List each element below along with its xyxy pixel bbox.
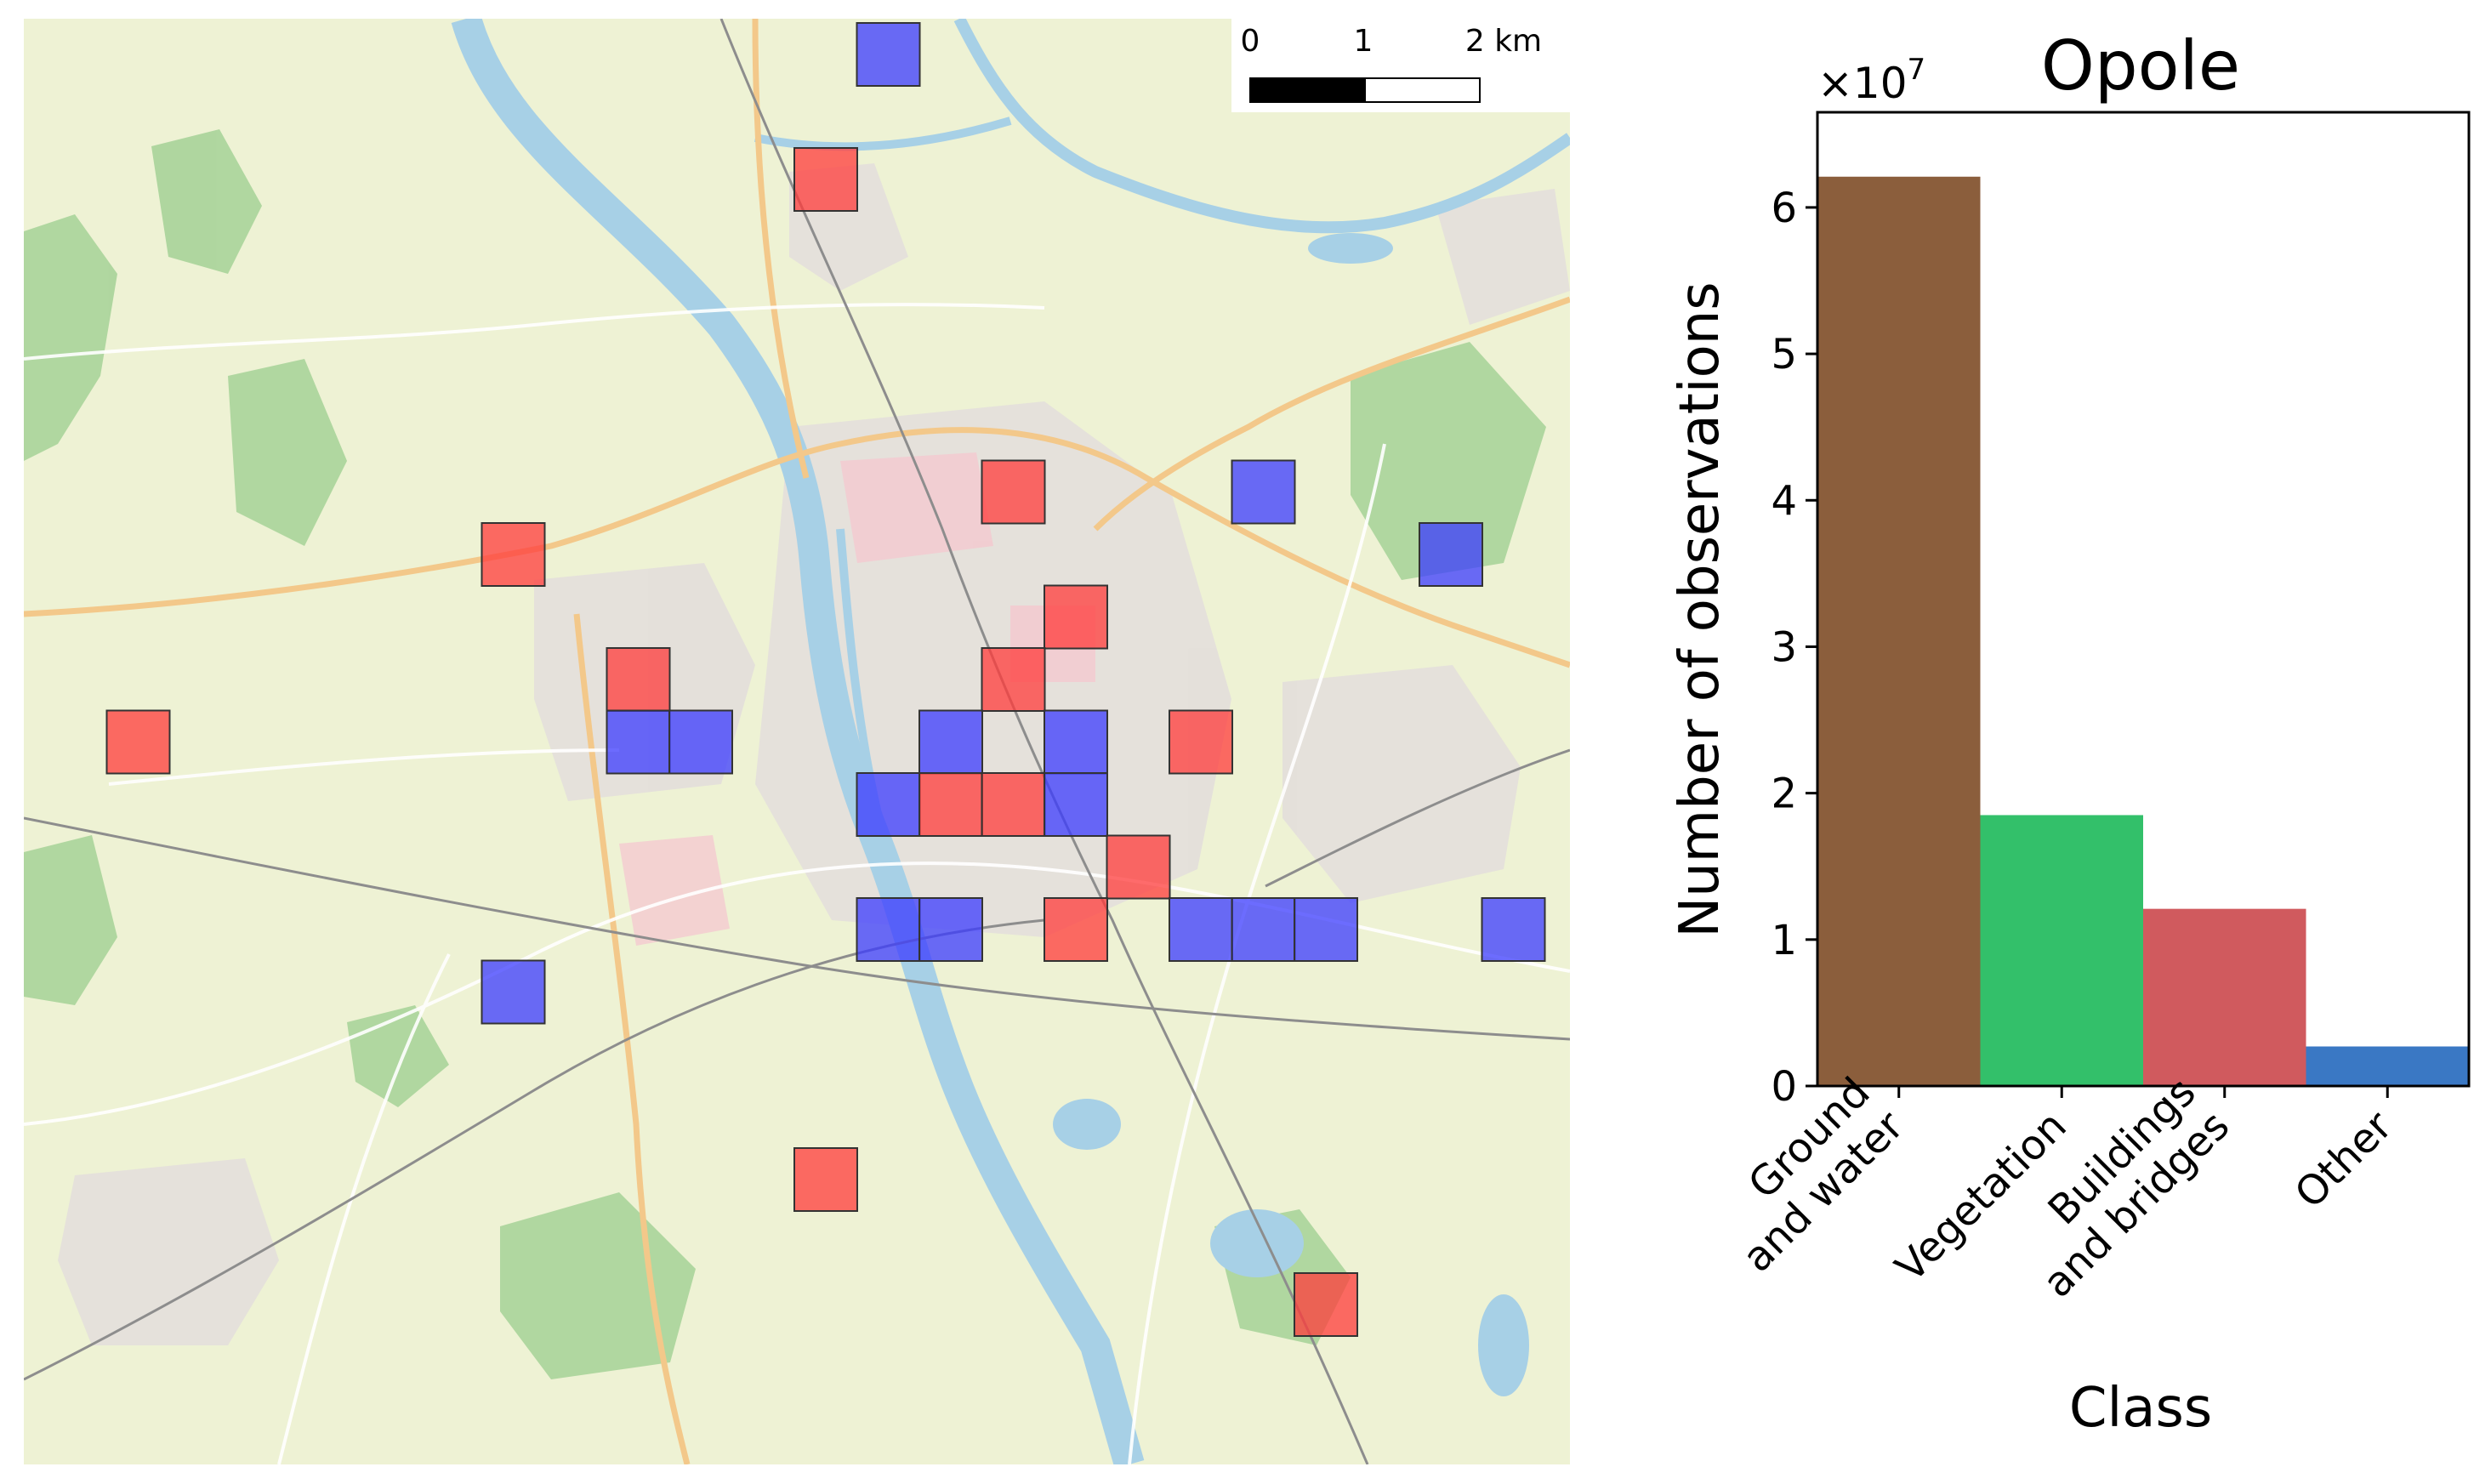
red-tile: [1294, 1272, 1358, 1337]
scale-label-1: 1: [1354, 24, 1373, 59]
red-tile: [918, 772, 983, 837]
scale-bar-black-segment: [1249, 77, 1366, 103]
y-tick-label: 2: [1771, 770, 1797, 818]
red-tile: [1106, 834, 1171, 900]
sample-tiles: [105, 22, 1546, 1337]
blue-tile: [606, 709, 671, 775]
red-tile: [481, 522, 546, 587]
lakes: [1053, 233, 1529, 1396]
red-tile: [981, 772, 1046, 837]
y-tick-label: 4: [1771, 477, 1797, 525]
bars: [1817, 176, 2469, 1086]
red-tile: [793, 1147, 858, 1212]
y-tick-label: 1: [1771, 917, 1797, 964]
blue-tile: [1231, 897, 1296, 962]
blue-tile: [1044, 709, 1108, 775]
red-tile: [606, 647, 671, 712]
y-offset-base: ×10: [1817, 59, 1908, 108]
y-offset-exponent: 7: [1908, 53, 1926, 87]
blue-tile: [856, 897, 921, 962]
blue-tile: [1231, 459, 1296, 525]
bar: [1817, 176, 1981, 1086]
plot-frame: [1816, 111, 2471, 1088]
major-roads: [24, 19, 1570, 1464]
blue-tile: [1481, 897, 1546, 962]
blue-tile: [668, 709, 733, 775]
blue-tile: [1169, 897, 1233, 962]
y-ticks: 0 1 2 3 4 5 6: [1771, 185, 1817, 1111]
map-panel: 0 1 2 km: [24, 19, 1570, 1464]
red-tile: [1044, 897, 1108, 962]
bar-chart: Opole ×107 Number of observations Class …: [1669, 26, 2471, 1440]
red-tile: [981, 459, 1046, 525]
scale-bar: 0 1 2 km: [1231, 19, 1570, 112]
y-tick-label: 3: [1771, 623, 1797, 671]
y-axis-label: Number of observations: [1669, 281, 1732, 937]
y-tick-label: 0: [1771, 1063, 1797, 1111]
chart-title: Opole: [2041, 26, 2240, 105]
x-tick-label: Buildingsand bridges: [2000, 1068, 2238, 1306]
y-tick-label: 5: [1771, 331, 1797, 378]
bar: [2143, 908, 2306, 1086]
red-tile: [1169, 709, 1233, 775]
bar: [1980, 815, 2143, 1086]
scale-label-2: 2 km: [1465, 24, 1542, 59]
x-tick-label: Other: [2286, 1102, 2402, 1218]
blue-tile: [918, 709, 983, 775]
blue-tile: [1044, 772, 1108, 837]
blue-tile: [856, 22, 921, 87]
x-axis-label: Class: [2069, 1377, 2212, 1440]
blue-tile: [856, 772, 921, 837]
red-tile: [793, 147, 858, 212]
blue-tile: [1294, 897, 1358, 962]
x-tick-label: Groundand water: [1700, 1068, 1914, 1282]
blue-tile: [481, 959, 546, 1025]
city-map: 0 1 2 km: [24, 19, 1570, 1464]
scale-label-0: 0: [1241, 24, 1260, 59]
red-tile: [1044, 584, 1108, 650]
red-tile: [105, 709, 171, 775]
chart-panel: Opole ×107 Number of observations Class …: [1616, 0, 2491, 1481]
blue-tile: [918, 897, 983, 962]
y-offset-label: ×107: [1817, 53, 1925, 108]
blue-tile: [1419, 522, 1483, 587]
scale-bar-white-segment: [1364, 77, 1481, 103]
red-tile: [981, 647, 1046, 712]
bar: [2306, 1046, 2469, 1086]
y-tick-label: 6: [1771, 185, 1797, 232]
